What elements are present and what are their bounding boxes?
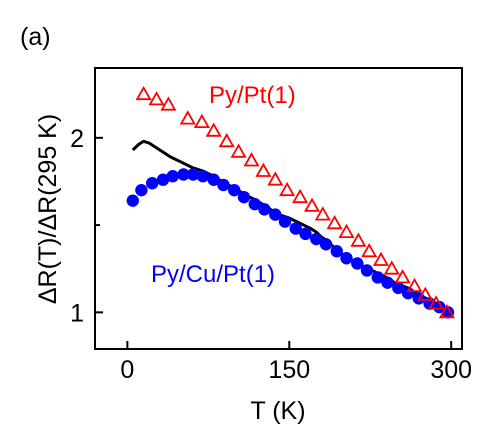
- data-point-circle: [146, 176, 159, 190]
- data-point-circle: [351, 257, 364, 270]
- data-point-circle: [299, 227, 312, 241]
- data-point-circle: [258, 203, 271, 216]
- data-point-triangle: [179, 110, 196, 125]
- data-point-circle: [135, 183, 148, 197]
- data-point-circle: [269, 208, 282, 221]
- data-point-circle: [319, 238, 333, 251]
- data-point-triangle: [361, 242, 378, 258]
- data-point-circle: [401, 286, 415, 300]
- data-point-triangle: [243, 152, 260, 167]
- data-point-triangle: [372, 251, 390, 266]
- data-point-circle: [228, 183, 241, 197]
- data-point-circle: [166, 170, 179, 183]
- data-point-circle: [196, 170, 210, 183]
- y-tick-label: 2: [70, 125, 84, 153]
- data-point-triangle: [148, 91, 165, 106]
- data-point-circle: [330, 245, 343, 258]
- data-point-circle: [360, 264, 374, 277]
- x-axis-label: T (K): [250, 397, 305, 425]
- plot-frame: [94, 67, 463, 350]
- data-point-triangle: [438, 303, 455, 319]
- data-point-triangle: [292, 188, 309, 204]
- data-point-circle: [126, 194, 139, 207]
- y-tick-label: 1: [70, 299, 84, 327]
- data-point-circle: [392, 281, 405, 295]
- series-label-py-cu-pt: Py/Cu/Pt(1): [151, 261, 275, 288]
- data-point-circle: [371, 271, 385, 284]
- data-point-triangle: [417, 286, 434, 301]
- series-layer: [126, 85, 455, 319]
- data-point-triangle: [218, 132, 235, 148]
- data-point-triangle: [428, 295, 445, 310]
- data-point-triangle: [338, 223, 355, 239]
- data-point-triangle: [193, 113, 210, 128]
- panel-label: (a): [20, 23, 51, 51]
- data-point-triangle: [303, 197, 321, 212]
- plot-area: [94, 67, 463, 350]
- data-point-circle: [381, 276, 394, 289]
- data-point-triangle: [279, 181, 296, 197]
- data-point-circle: [289, 222, 302, 235]
- data-point-circle: [217, 178, 230, 192]
- data-point-triangle: [255, 162, 272, 177]
- series-label-py-pt: Py/Pt(1): [209, 82, 296, 109]
- data-point-triangle: [406, 277, 423, 293]
- data-point-triangle: [326, 214, 343, 230]
- data-point-triangle: [350, 232, 367, 247]
- data-point-triangle: [314, 206, 331, 221]
- data-point-circle: [237, 190, 251, 204]
- data-point-circle: [310, 232, 323, 246]
- data-point-triangle: [135, 85, 152, 101]
- data-point-triangle: [205, 122, 222, 137]
- data-point-circle: [248, 197, 261, 211]
- tick-layer: 0 150 300 1 2: [70, 125, 472, 384]
- data-point-triangle: [230, 143, 247, 158]
- data-point-triangle: [160, 96, 177, 111]
- data-point-triangle: [267, 171, 284, 186]
- data-point-triangle: [383, 260, 400, 275]
- data-point-circle: [278, 215, 292, 228]
- y-axis-label: ΔR(T)/ΔR(295 K): [34, 114, 62, 304]
- data-point-circle: [207, 173, 220, 186]
- data-point-circle: [177, 168, 190, 181]
- data-point-circle: [340, 252, 353, 265]
- data-point-circle: [187, 168, 200, 181]
- x-tick-label: 0: [120, 356, 134, 384]
- data-point-triangle: [394, 269, 411, 284]
- data-point-circle: [156, 173, 170, 186]
- x-tick-label: 300: [430, 356, 472, 384]
- x-tick-label: 150: [268, 356, 310, 384]
